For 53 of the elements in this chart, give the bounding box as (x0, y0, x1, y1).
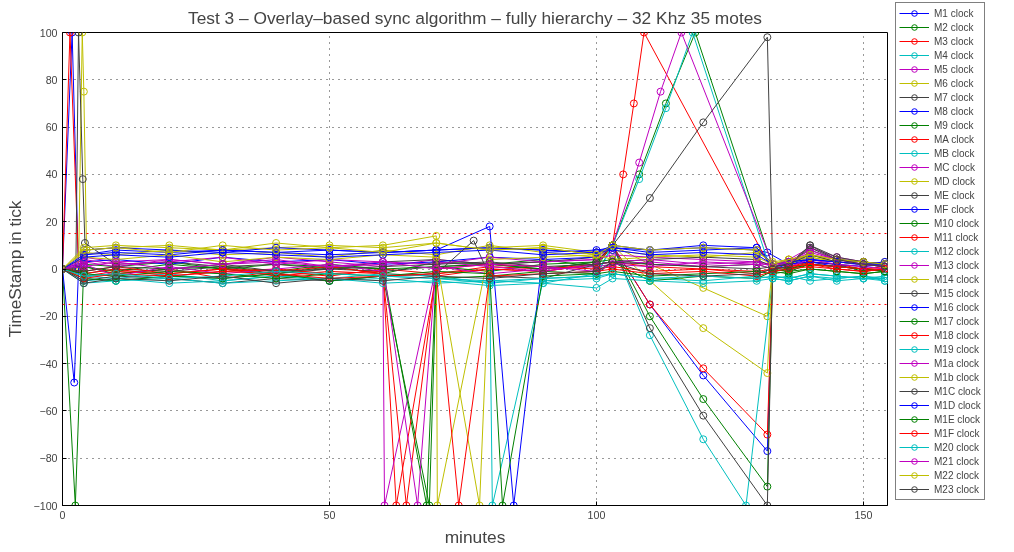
legend-label: M21 clock (934, 454, 980, 468)
chart-title: Test 3 – Overlay–based sync algorithm – fully hierarchy – 32 Khz 35 motes (187, 7, 763, 28)
legend-label: M8 clock (934, 104, 974, 118)
legend-label: ME clock (934, 188, 975, 202)
legend-label: M23 clock (934, 482, 980, 496)
legend-label: M20 clock (934, 440, 980, 454)
legend-label: MB clock (934, 146, 975, 160)
y-tick-label: 0 (51, 263, 58, 275)
legend-label: M3 clock (934, 34, 974, 48)
legend-label: M1C clock (934, 384, 981, 398)
legend-label: M1a clock (934, 356, 980, 370)
legend-label: M4 clock (934, 48, 974, 62)
legend-label: M19 clock (934, 342, 980, 356)
legend-label: M17 clock (934, 314, 980, 328)
legend-label: M9 clock (934, 118, 974, 132)
y-axis-title: TimeStamp in tick (5, 200, 26, 338)
legend-label: M12 clock (934, 244, 980, 258)
y-tick-label: 80 (45, 73, 58, 86)
y-tick-label: −100 (33, 499, 58, 512)
y-tick-label: 40 (45, 168, 58, 181)
y-tick-label: 20 (45, 215, 58, 228)
y-tick-label: −40 (39, 357, 58, 370)
legend-label: MC clock (934, 160, 976, 174)
y-tick-label: −60 (39, 404, 58, 417)
legend-label: M14 clock (934, 272, 980, 286)
legend-label: M1E clock (934, 412, 981, 426)
legend-label: M1b clock (934, 370, 980, 384)
x-tick-label: 0 (59, 508, 66, 521)
legend-label: M1F clock (934, 426, 980, 440)
legend-label: M5 clock (934, 62, 974, 76)
legend-label: M10 clock (934, 216, 980, 230)
legend-label: M2 clock (934, 20, 974, 34)
x-tick-label: 50 (323, 508, 336, 521)
y-tick-label: −20 (39, 310, 58, 323)
legend-label: MF clock (934, 202, 974, 216)
y-tick-label: 60 (45, 121, 58, 134)
x-tick-label: 100 (587, 508, 606, 521)
legend-label: M1 clock (934, 6, 974, 20)
y-tick-label: −80 (39, 452, 58, 465)
legend-label: MA clock (934, 132, 975, 146)
legend-label: M15 clock (934, 286, 980, 300)
x-tick-label: 150 (854, 508, 873, 521)
legend-label: M16 clock (934, 300, 980, 314)
legend-label: M11 clock (934, 230, 979, 244)
legend-label: M18 clock (934, 328, 980, 342)
legend-label: M22 clock (934, 468, 980, 482)
legend-label: M7 clock (934, 90, 974, 104)
legend-label: MD clock (934, 174, 976, 188)
x-axis-title: minutes (444, 526, 506, 547)
y-tick-label: 100 (39, 26, 58, 39)
legend-label: M13 clock (934, 258, 980, 272)
legend-label: M6 clock (934, 76, 974, 90)
legend-label: M1D clock (934, 398, 981, 412)
